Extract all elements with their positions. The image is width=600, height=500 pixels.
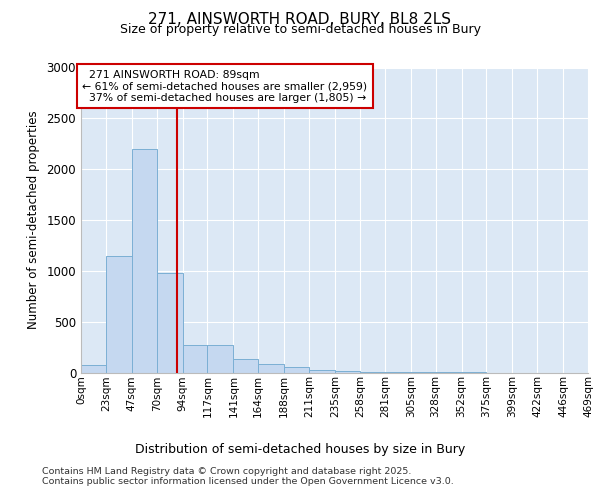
Bar <box>81 365 106 372</box>
Bar <box>309 370 335 372</box>
Bar <box>157 273 182 372</box>
Text: Size of property relative to semi-detached houses in Bury: Size of property relative to semi-detach… <box>119 22 481 36</box>
Bar <box>106 256 132 372</box>
Bar <box>258 364 284 372</box>
Bar <box>208 345 233 372</box>
Text: Distribution of semi-detached houses by size in Bury: Distribution of semi-detached houses by … <box>135 442 465 456</box>
Bar <box>132 149 157 372</box>
Text: Contains HM Land Registry data © Crown copyright and database right 2025.: Contains HM Land Registry data © Crown c… <box>42 468 412 476</box>
Bar <box>284 367 309 372</box>
Bar <box>182 345 208 372</box>
Text: Contains public sector information licensed under the Open Government Licence v3: Contains public sector information licen… <box>42 478 454 486</box>
Text: 271, AINSWORTH ROAD, BURY, BL8 2LS: 271, AINSWORTH ROAD, BURY, BL8 2LS <box>149 12 452 28</box>
Bar <box>233 360 258 372</box>
Y-axis label: Number of semi-detached properties: Number of semi-detached properties <box>26 110 40 330</box>
Text: 271 AINSWORTH ROAD: 89sqm
← 61% of semi-detached houses are smaller (2,959)
  37: 271 AINSWORTH ROAD: 89sqm ← 61% of semi-… <box>82 70 367 102</box>
